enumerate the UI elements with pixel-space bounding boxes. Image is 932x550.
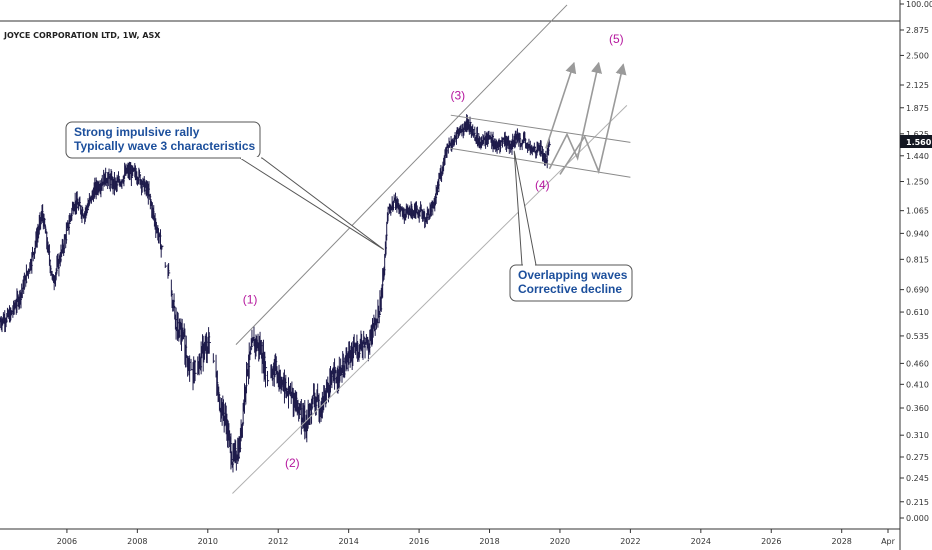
wave-label-3: (3) <box>450 89 465 103</box>
y-tick-label: 0.275 <box>906 453 929 462</box>
y-tick-label: 1.625 <box>906 130 929 139</box>
callout-line: Overlapping waves <box>518 268 628 282</box>
y-tick-label: 0.310 <box>906 431 929 440</box>
y-tick-label: 0.410 <box>906 380 929 389</box>
callout-line: Strong impulsive rally <box>74 125 200 139</box>
x-tick-label: 2016 <box>409 537 429 546</box>
x-tick-label: 2010 <box>198 537 218 546</box>
projection-arrows <box>545 61 627 175</box>
x-tick-label: 2028 <box>832 537 852 546</box>
y-axis-top-label: 100.00 <box>906 0 932 9</box>
x-tick-label: 2026 <box>761 537 781 546</box>
price-bar <box>212 353 215 364</box>
projection-path-a[interactable] <box>545 61 577 149</box>
price-bar <box>194 359 197 382</box>
y-tick-label: 0.815 <box>906 255 929 264</box>
chart-title: JOYCE CORPORATION LTD, 1W, ASX <box>3 31 161 40</box>
y-tick-label: 1.440 <box>906 152 929 161</box>
price-bar <box>519 133 522 151</box>
x-tick-label: Apr <box>881 537 896 546</box>
trend-lines <box>232 4 631 494</box>
last-price-label: 1.560 <box>900 135 932 148</box>
projection-path-b[interactable] <box>548 61 602 170</box>
x-tick-label: 2020 <box>550 537 570 546</box>
upper-channel-line[interactable] <box>235 4 568 345</box>
price-bar <box>190 358 193 371</box>
price-bar <box>264 361 268 388</box>
x-axis[interactable]: 2006 2008 2010 2012 2014 2016 2018 2020 2022 2024… <box>57 529 896 546</box>
y-tick-label: 0.940 <box>906 229 929 238</box>
y-tick-label: 0.360 <box>906 404 929 413</box>
x-tick-label: 2008 <box>127 537 147 546</box>
price-bar <box>161 245 164 250</box>
wave-label-1: (1) <box>243 292 258 306</box>
x-tick-label: 2022 <box>620 537 640 546</box>
price-bar <box>168 262 171 276</box>
last-price-value: 1.560 <box>906 138 932 147</box>
wave-label-2: (2) <box>285 456 300 470</box>
wave-label-5: (5) <box>609 32 624 46</box>
price-bar <box>79 196 82 207</box>
wave-labels: (1) (2) (3) (4) (5) <box>243 32 624 470</box>
y-tick-label: 0.460 <box>906 359 929 368</box>
callout-line: Corrective decline <box>518 282 622 296</box>
x-tick-label: 2014 <box>338 537 358 546</box>
x-tick-label: 2018 <box>479 537 499 546</box>
y-tick-label: 0.610 <box>906 308 929 317</box>
price-bar <box>208 332 211 354</box>
price-bar <box>267 370 270 387</box>
price-bar <box>164 262 167 268</box>
y-tick-label: 1.065 <box>906 207 929 216</box>
y-tick-label: 0.535 <box>906 332 929 341</box>
flag-top-line[interactable] <box>450 114 631 143</box>
x-tick-label: 2006 <box>57 537 77 546</box>
y-tick-label: 1.250 <box>906 178 929 187</box>
flag-bottom-line[interactable] <box>450 147 631 178</box>
x-tick-label: 2024 <box>691 537 711 546</box>
y-axis[interactable]: 2.875 2.500 2.125 1.875 1.625 1.440 1.250 1.065… <box>900 0 932 523</box>
wave-label-4: (4) <box>535 178 550 192</box>
y-tick-label: 0.690 <box>906 286 929 295</box>
price-bars <box>0 114 551 473</box>
callout-line: Typically wave 3 characteristics <box>74 139 256 153</box>
y-tick-label: 1.875 <box>906 104 929 113</box>
y-tick-label: 0.245 <box>906 474 929 483</box>
x-tick-label: 2012 <box>268 537 288 546</box>
y-tick-label: 0.215 <box>906 498 929 507</box>
y-tick-label: 2.125 <box>906 81 929 90</box>
price-bar <box>386 221 389 241</box>
y-tick-label: 2.500 <box>906 51 929 60</box>
y-axis-zero-label: 0.000 <box>906 514 929 523</box>
y-tick-label: 2.875 <box>906 26 929 35</box>
lower-channel-line[interactable] <box>232 104 628 494</box>
projection-path-c[interactable] <box>559 63 627 175</box>
